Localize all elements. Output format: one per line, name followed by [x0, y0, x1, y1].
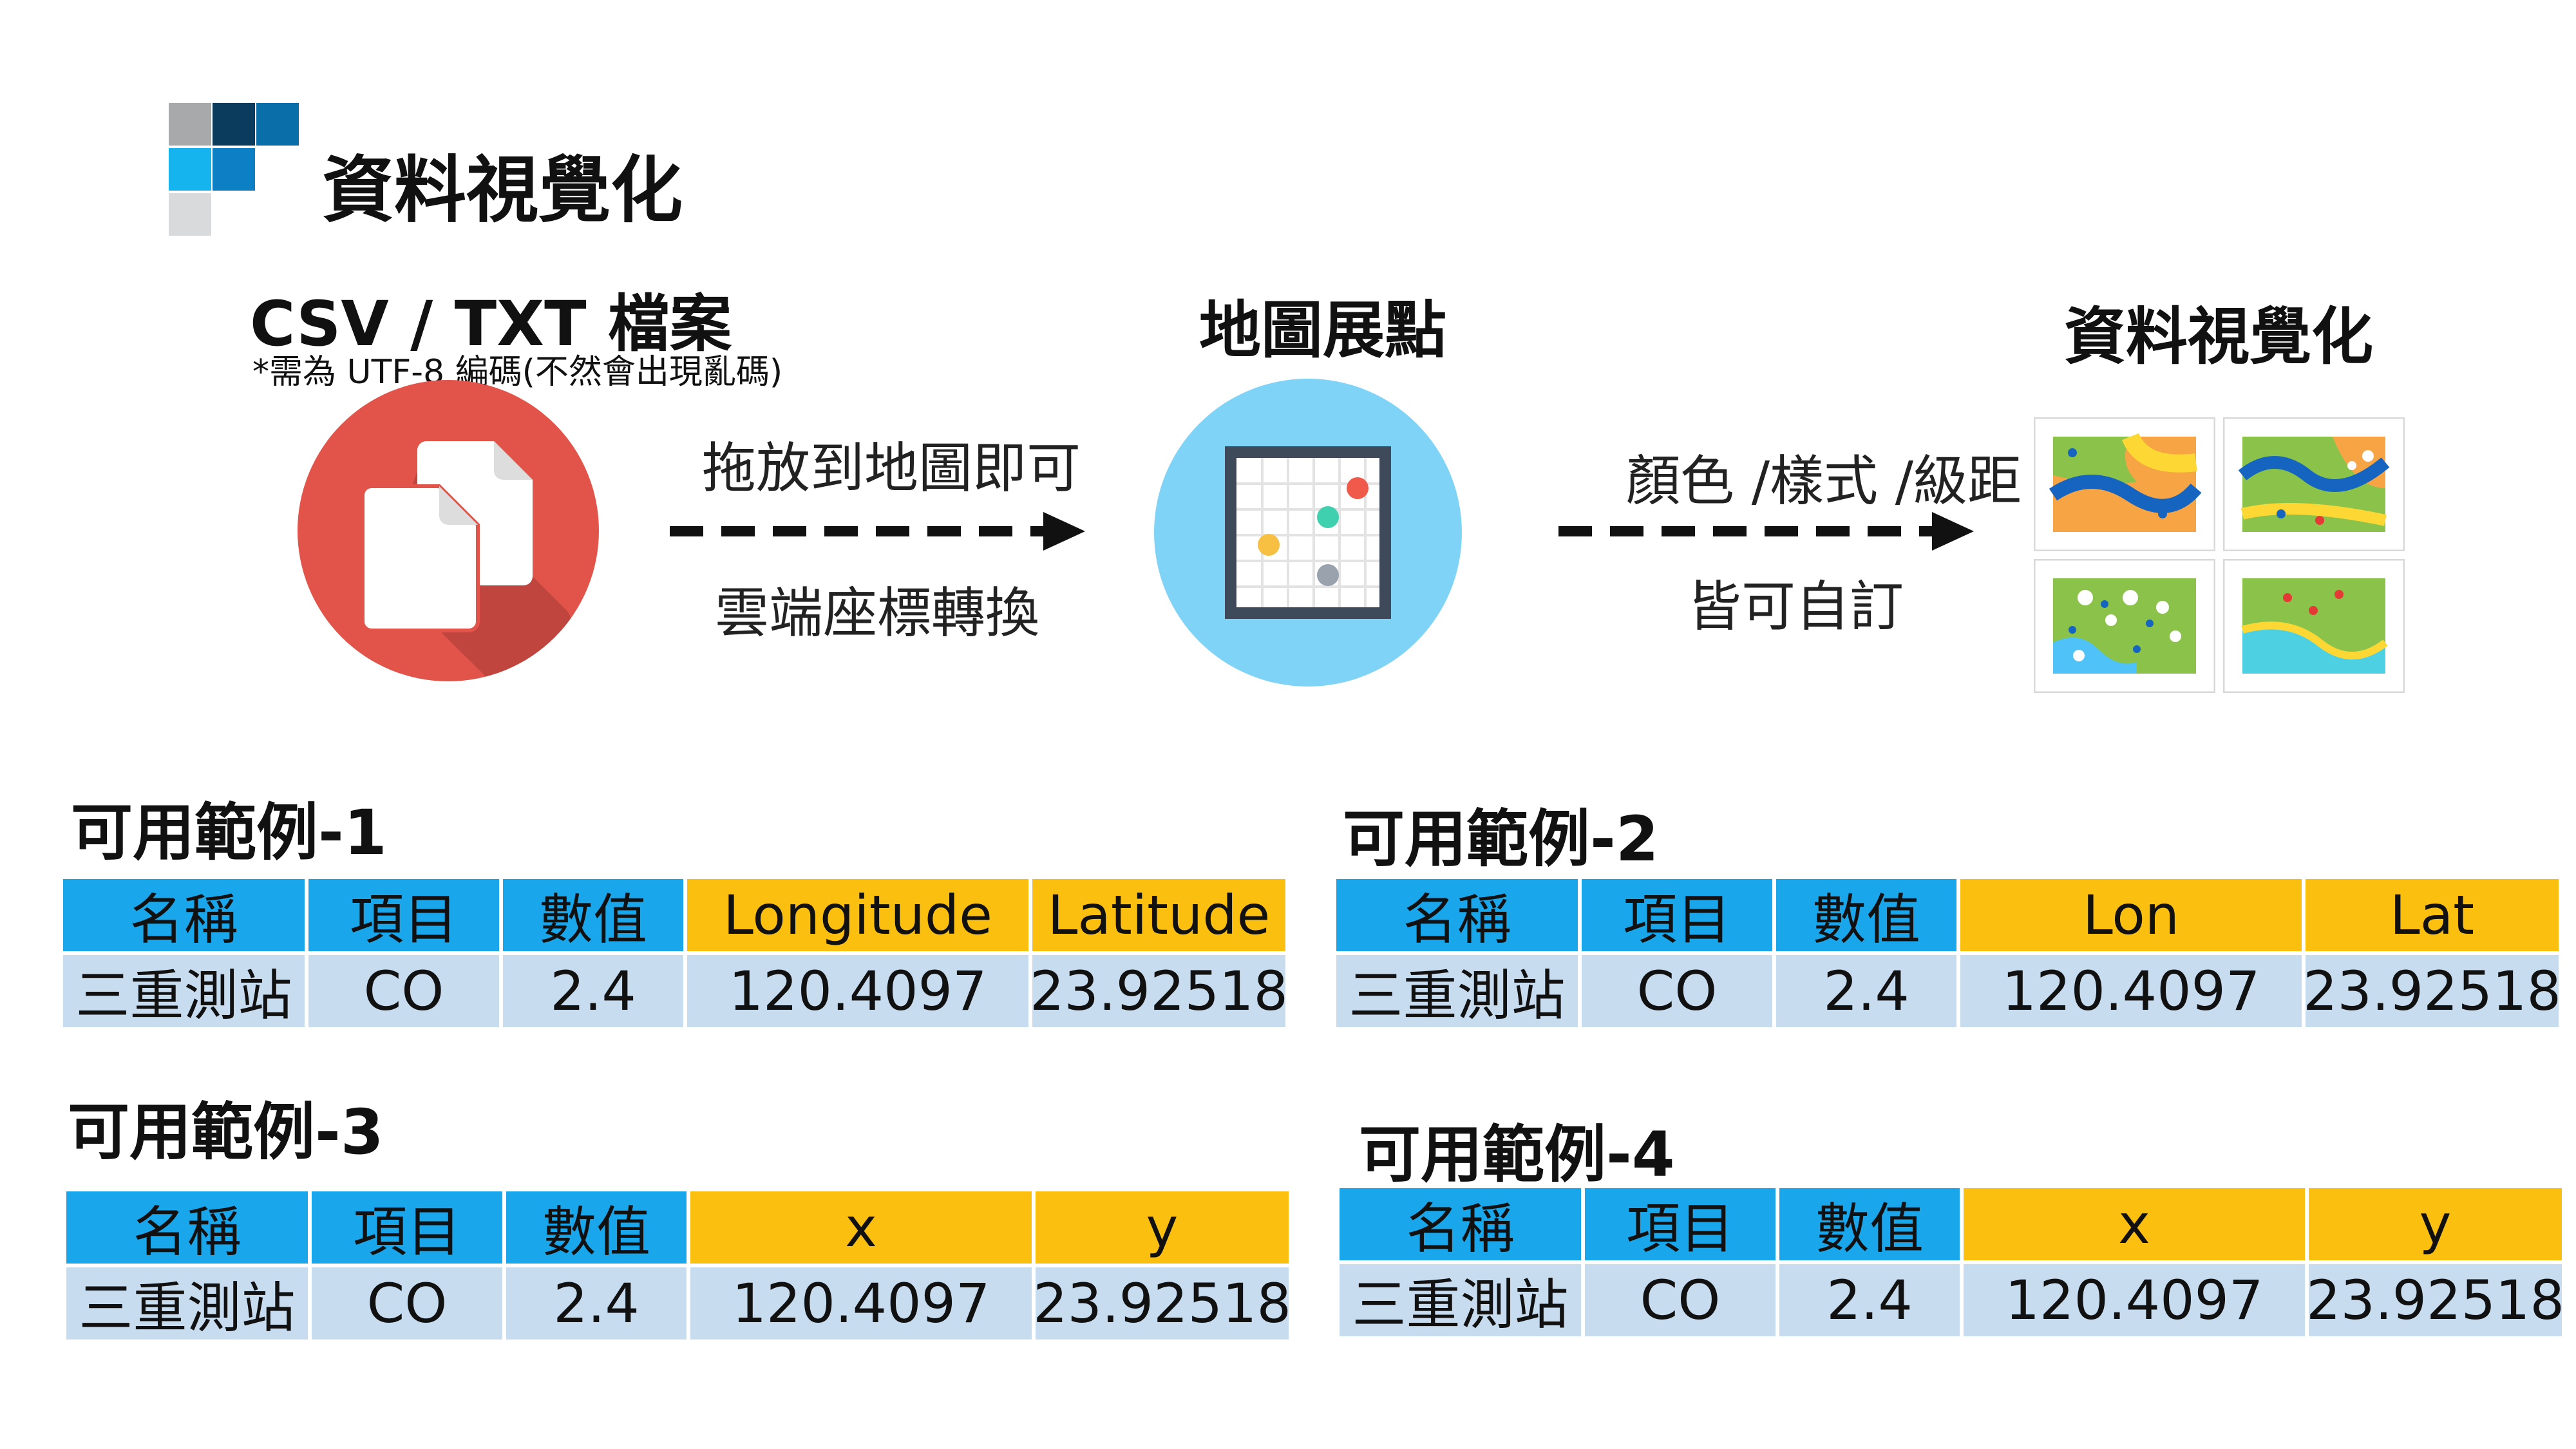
- arrow2-top-label: 顏色 /樣式 /級距: [1626, 450, 2022, 513]
- header-cell: x: [1964, 1188, 2305, 1260]
- table-row: 三重測站 CO 2.4 120.4097 23.92518: [1340, 1264, 2566, 1340]
- table-row: 三重測站 CO 2.4 120.4097 23.92518: [66, 1267, 1293, 1343]
- file-copy-icon: [298, 380, 599, 681]
- header-cell: Longitude: [687, 879, 1028, 951]
- header-cell: 名稱: [1340, 1188, 1581, 1260]
- data-cell: 120.4097: [1964, 1264, 2305, 1336]
- step1-title: CSV / TXT 檔案: [250, 288, 732, 360]
- data-cell: 23.92518: [1030, 955, 1288, 1027]
- header-cell: 名稱: [1336, 879, 1578, 951]
- logo-mark: [169, 103, 304, 240]
- step2-title: 地圖展點: [1199, 294, 1446, 366]
- header-cell: 項目: [308, 879, 499, 951]
- table-row: 三重測站 CO 2.4 120.4097 23.92518: [63, 955, 1289, 1031]
- example-table-4: 名稱 項目 數值 x y 三重測站 CO 2.4 120.4097 23.925…: [1340, 1188, 2566, 1340]
- header-cell: 數值: [506, 1191, 687, 1264]
- data-cell: 三重測站: [1340, 1264, 1581, 1336]
- header-cell: 名稱: [66, 1191, 308, 1264]
- table-header-row: 名稱 項目 數值 x y: [1340, 1188, 2566, 1264]
- data-cell: CO: [1582, 955, 1772, 1027]
- data-cell: 2.4: [1779, 1264, 1960, 1336]
- map-plot-icon: [1154, 379, 1462, 687]
- data-cell: 23.92518: [1033, 1267, 1291, 1340]
- data-cell: 2.4: [506, 1267, 687, 1340]
- dashed-arrow-2: [1558, 512, 1974, 551]
- data-cell: 2.4: [1776, 955, 1956, 1027]
- table-header-row: 名稱 項目 數值 Longitude Latitude: [63, 879, 1289, 955]
- data-cell: 三重測站: [66, 1267, 308, 1340]
- header-cell: 數值: [1779, 1188, 1960, 1260]
- map-thumbnail-icon: [2033, 558, 2216, 694]
- arrow2-bottom-label: 皆可自訂: [1687, 575, 1904, 638]
- example-2-title: 可用範例-2: [1343, 803, 1659, 875]
- data-cell: 23.92518: [2303, 955, 2561, 1027]
- data-cell: CO: [1585, 1264, 1776, 1336]
- example-3-title: 可用範例-3: [68, 1096, 384, 1168]
- header-cell: 名稱: [63, 879, 305, 951]
- data-cell: CO: [312, 1267, 502, 1340]
- header-cell: y: [1036, 1191, 1289, 1264]
- header-cell: 項目: [1585, 1188, 1776, 1260]
- step1-note: *需為 UTF-8 編碼(不然會出現亂碼): [252, 353, 783, 392]
- data-cell: 23.92518: [2306, 1264, 2564, 1336]
- header-cell: Lat: [2306, 879, 2559, 951]
- header-cell: y: [2309, 1188, 2562, 1260]
- table-header-row: 名稱 項目 數值 Lon Lat: [1336, 879, 2562, 955]
- page-title: 資料視覺化: [322, 149, 683, 232]
- example-table-1: 名稱 項目 數值 Longitude Latitude 三重測站 CO 2.4 …: [63, 879, 1289, 1031]
- header-cell: 項目: [1582, 879, 1772, 951]
- data-cell: 三重測站: [63, 955, 305, 1027]
- header-cell: Latitude: [1032, 879, 1285, 951]
- example-4-title: 可用範例-4: [1359, 1119, 1675, 1191]
- header-cell: 項目: [312, 1191, 502, 1264]
- arrow1-bottom-label: 雲端座標轉換: [715, 582, 1040, 645]
- arrow1-top-label: 拖放到地圖即可: [702, 437, 1081, 500]
- header-cell: 數值: [1776, 879, 1956, 951]
- data-cell: 120.4097: [1960, 955, 2302, 1027]
- table-row: 三重測站 CO 2.4 120.4097 23.92518: [1336, 955, 2562, 1031]
- step3-title: 資料視覺化: [2064, 301, 2373, 373]
- data-cell: 三重測站: [1336, 955, 1578, 1027]
- map-thumbnail-icon: [2033, 417, 2216, 552]
- map-thumbnail-icon: [2222, 417, 2405, 552]
- example-1-title: 可用範例-1: [71, 797, 387, 869]
- table-header-row: 名稱 項目 數值 x y: [66, 1191, 1293, 1267]
- example-table-2: 名稱 項目 數值 Lon Lat 三重測站 CO 2.4 120.4097 23…: [1336, 879, 2562, 1031]
- data-cell: 120.4097: [687, 955, 1028, 1027]
- map-thumbnail-icon: [2222, 558, 2405, 694]
- example-table-3: 名稱 項目 數值 x y 三重測站 CO 2.4 120.4097 23.925…: [66, 1191, 1293, 1343]
- data-cell: CO: [308, 955, 499, 1027]
- header-cell: Lon: [1960, 879, 2302, 951]
- dashed-arrow-1: [670, 512, 1085, 551]
- header-cell: x: [690, 1191, 1032, 1264]
- data-cell: 2.4: [503, 955, 683, 1027]
- data-cell: 120.4097: [690, 1267, 1032, 1340]
- header-cell: 數值: [503, 879, 683, 951]
